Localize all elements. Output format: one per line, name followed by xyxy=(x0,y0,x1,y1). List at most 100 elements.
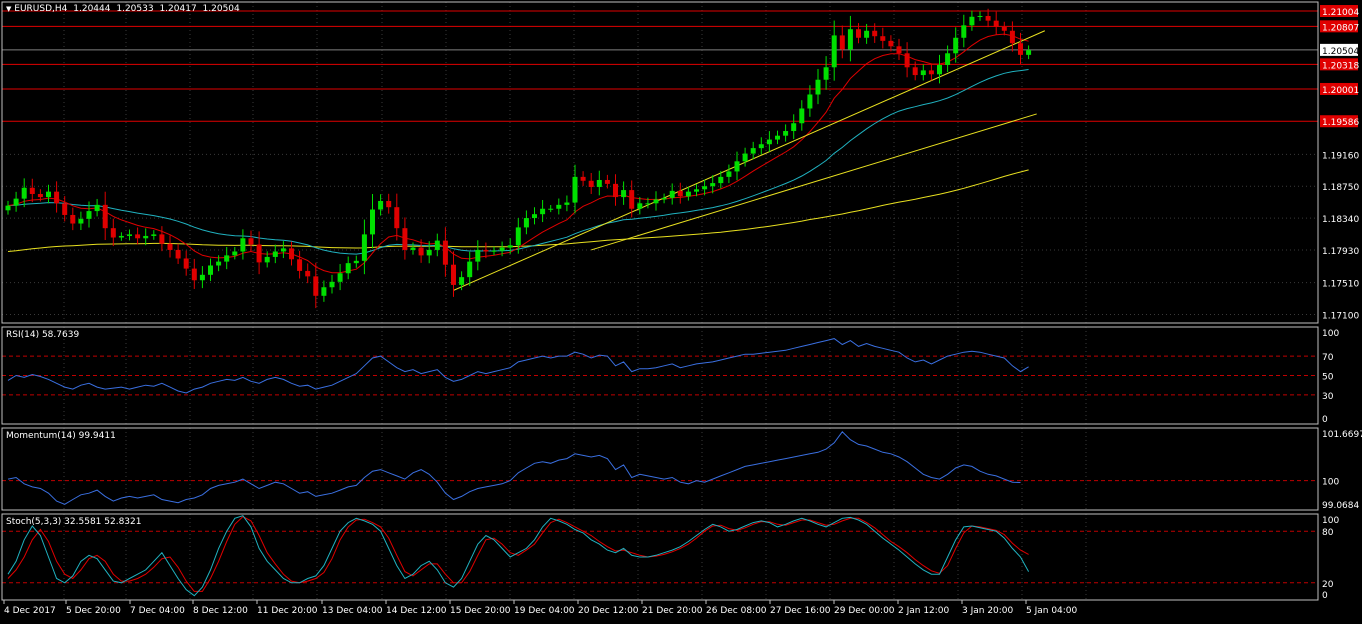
bullish-candle[interactable] xyxy=(199,274,205,281)
bullish-candle[interactable] xyxy=(353,260,359,264)
bearish-candle[interactable] xyxy=(888,40,894,47)
bullish-candle[interactable] xyxy=(337,273,343,282)
bullish-candle[interactable] xyxy=(645,203,651,205)
bearish-candle[interactable] xyxy=(896,46,902,54)
bearish-candle[interactable] xyxy=(70,214,76,224)
bullish-candle[interactable] xyxy=(556,204,562,209)
bearish-candle[interactable] xyxy=(1018,43,1023,55)
bearish-candle[interactable] xyxy=(62,203,68,215)
bearish-candle[interactable] xyxy=(604,179,610,184)
bullish-candle[interactable] xyxy=(661,197,667,200)
bullish-candle[interactable] xyxy=(21,187,27,199)
bullish-candle[interactable] xyxy=(475,249,481,262)
bearish-candle[interactable] xyxy=(588,180,594,187)
bullish-candle[interactable] xyxy=(783,131,789,136)
bearish-candle[interactable] xyxy=(1001,26,1007,31)
bearish-candle[interactable] xyxy=(29,187,35,194)
bearish-candle[interactable] xyxy=(248,238,254,245)
panel-menu-triangle-icon[interactable]: ▼ xyxy=(6,5,12,13)
bullish-candle[interactable] xyxy=(240,238,246,252)
bullish-candle[interactable] xyxy=(491,250,497,252)
bullish-candle[interactable] xyxy=(321,287,327,296)
bullish-candle[interactable] xyxy=(329,281,335,288)
bullish-candle[interactable] xyxy=(920,70,926,76)
bearish-candle[interactable] xyxy=(102,204,108,229)
bullish-candle[interactable] xyxy=(532,214,537,219)
bullish-candle[interactable] xyxy=(426,249,432,256)
bearish-candle[interactable] xyxy=(993,20,999,27)
bullish-candle[interactable] xyxy=(361,234,367,261)
bearish-candle[interactable] xyxy=(451,264,456,285)
bullish-candle[interactable] xyxy=(750,148,756,154)
bullish-candle[interactable] xyxy=(345,263,351,274)
bullish-candle[interactable] xyxy=(718,176,724,184)
bearish-candle[interactable] xyxy=(289,248,294,260)
bullish-candle[interactable] xyxy=(937,64,942,75)
bullish-candle[interactable] xyxy=(232,251,238,256)
bullish-candle[interactable] xyxy=(685,191,691,197)
bullish-candle[interactable] xyxy=(621,190,627,198)
bearish-candle[interactable] xyxy=(677,190,683,197)
bearish-candle[interactable] xyxy=(856,29,861,38)
bearish-candle[interactable] xyxy=(313,276,319,296)
bearish-candle[interactable] xyxy=(839,35,845,50)
bullish-candle[interactable] xyxy=(151,234,157,236)
bullish-candle[interactable] xyxy=(272,251,278,257)
bullish-candle[interactable] xyxy=(127,234,132,236)
bullish-candle[interactable] xyxy=(734,161,740,172)
bullish-candle[interactable] xyxy=(807,94,813,109)
bullish-candle[interactable] xyxy=(945,53,951,65)
bullish-candle[interactable] xyxy=(459,277,465,285)
bearish-candle[interactable] xyxy=(135,234,141,239)
bullish-candle[interactable] xyxy=(467,261,473,278)
bullish-candle[interactable] xyxy=(564,202,570,205)
bearish-candle[interactable] xyxy=(167,243,173,250)
bullish-candle[interactable] xyxy=(710,183,716,187)
bullish-candle[interactable] xyxy=(799,108,805,124)
bullish-candle[interactable] xyxy=(864,30,870,38)
bullish-candle[interactable] xyxy=(791,123,797,132)
bearish-candle[interactable] xyxy=(110,228,116,238)
bearish-candle[interactable] xyxy=(402,228,408,250)
bullish-candle[interactable] xyxy=(94,204,100,212)
bullish-candle[interactable] xyxy=(499,247,505,251)
bearish-candle[interactable] xyxy=(912,67,918,76)
bullish-candle[interactable] xyxy=(669,190,675,198)
bearish-candle[interactable] xyxy=(872,30,878,37)
bearish-candle[interactable] xyxy=(904,53,910,68)
bearish-candle[interactable] xyxy=(183,258,189,269)
bullish-candle[interactable] xyxy=(847,29,853,50)
bullish-candle[interactable] xyxy=(969,16,975,26)
bullish-candle[interactable] xyxy=(5,205,11,211)
bearish-candle[interactable] xyxy=(37,193,43,198)
bearish-candle[interactable] xyxy=(629,190,635,209)
bearish-candle[interactable] xyxy=(928,70,934,75)
bullish-candle[interactable] xyxy=(726,171,732,177)
bullish-candle[interactable] xyxy=(13,198,19,206)
bullish-candle[interactable] xyxy=(434,240,440,250)
trendline[interactable] xyxy=(453,30,1046,291)
bullish-candle[interactable] xyxy=(548,208,554,210)
bullish-candle[interactable] xyxy=(1026,50,1032,55)
bullish-candle[interactable] xyxy=(208,265,213,275)
bullish-candle[interactable] xyxy=(507,245,513,248)
bearish-candle[interactable] xyxy=(191,268,197,281)
bullish-candle[interactable] xyxy=(977,15,983,17)
bullish-candle[interactable] xyxy=(961,25,967,38)
bullish-candle[interactable] xyxy=(46,191,51,198)
bullish-candle[interactable] xyxy=(766,139,772,145)
bearish-candle[interactable] xyxy=(483,249,489,252)
bullish-candle[interactable] xyxy=(637,203,643,209)
bearish-candle[interactable] xyxy=(159,234,165,244)
bullish-candle[interactable] xyxy=(815,79,821,95)
bullish-candle[interactable] xyxy=(742,153,748,162)
trendline[interactable] xyxy=(591,113,1037,251)
bullish-candle[interactable] xyxy=(264,256,270,263)
bearish-candle[interactable] xyxy=(297,259,303,271)
bullish-candle[interactable] xyxy=(143,235,149,239)
bullish-candle[interactable] xyxy=(831,35,837,68)
bullish-candle[interactable] xyxy=(702,186,708,190)
bullish-candle[interactable] xyxy=(823,67,829,80)
bullish-candle[interactable] xyxy=(694,189,699,192)
